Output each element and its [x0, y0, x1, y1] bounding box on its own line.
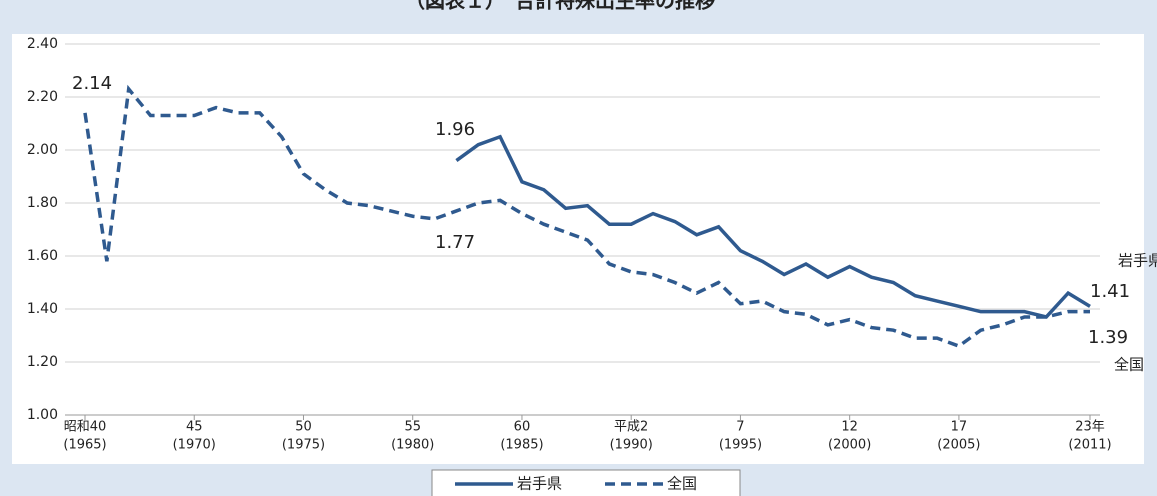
- y-tick-label: 1.20: [27, 354, 58, 370]
- x-tick-label: 平成2: [614, 420, 648, 435]
- x-tick-sublabel: (1985): [500, 438, 543, 453]
- x-tick-sublabel: (1975): [282, 438, 325, 453]
- series-line: [455, 134, 1091, 319]
- legend-label: 岩手県: [517, 475, 562, 493]
- y-tick-label: 2.00: [27, 142, 58, 158]
- series-line: [83, 84, 1090, 349]
- x-tick-label: 7: [736, 420, 744, 435]
- x-tick-sublabel: (1965): [63, 438, 106, 453]
- x-tick-label: 12: [841, 420, 858, 435]
- plot-background: [12, 34, 1144, 464]
- annotation: 岩手県: [1118, 252, 1157, 270]
- y-tick-label: 2.40: [27, 36, 58, 52]
- x-tick-sublabel: (2005): [937, 438, 980, 453]
- x-tick-label: 23年: [1075, 420, 1105, 435]
- x-tick-sublabel: (1980): [391, 438, 434, 453]
- y-tick-label: 1.60: [27, 248, 58, 264]
- annotation: 1.77: [435, 232, 475, 253]
- x-tick-sublabel: (1990): [610, 438, 653, 453]
- x-tick-label: 45: [186, 420, 203, 435]
- x-tick-label: 55: [404, 420, 421, 435]
- legend-label: 全国: [667, 475, 697, 493]
- x-tick-label: 昭和40: [64, 420, 107, 435]
- x-tick-sublabel: (1995): [719, 438, 762, 453]
- chart-title: （図表１） 合計特殊出生率の推移: [405, 0, 715, 13]
- y-tick-label: 1.00: [27, 407, 58, 423]
- x-tick-sublabel: (1970): [173, 438, 216, 453]
- x-tick-label: 60: [514, 420, 531, 435]
- x-tick-label: 17: [951, 420, 968, 435]
- y-tick-label: 2.20: [27, 89, 58, 105]
- y-tick-label: 1.80: [27, 195, 58, 211]
- annotation: 2.14: [72, 73, 112, 94]
- annotation: 1.41: [1090, 281, 1130, 302]
- annotation: 全国: [1114, 356, 1144, 374]
- y-tick-label: 1.40: [27, 301, 58, 317]
- x-tick-sublabel: (2011): [1068, 438, 1111, 453]
- annotation: 1.96: [435, 119, 475, 140]
- x-tick-sublabel: (2000): [828, 438, 871, 453]
- annotation: 1.39: [1088, 327, 1128, 348]
- x-tick-label: 50: [295, 420, 312, 435]
